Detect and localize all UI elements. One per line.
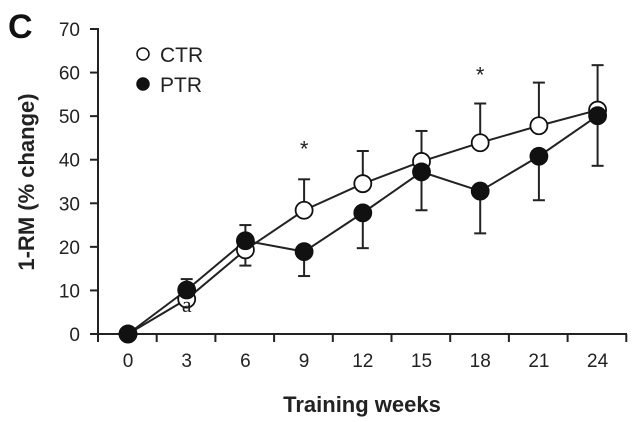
x-tick-label: 3 xyxy=(181,351,192,372)
x-axis-label: Training weeks xyxy=(283,392,441,417)
legend-marker-ptr xyxy=(136,77,150,91)
data-point-ptr xyxy=(118,324,138,344)
data-point-ctr xyxy=(529,116,549,136)
data-point-ptr xyxy=(412,162,431,182)
data-point-ptr xyxy=(529,146,549,166)
x-tick-label: 18 xyxy=(470,351,491,372)
significance-asterisk: * xyxy=(476,63,485,88)
data-point-ptr xyxy=(294,242,314,262)
x-tick-label: 0 xyxy=(123,351,134,372)
y-tick-label: 40 xyxy=(59,151,80,172)
x-tick-label: 21 xyxy=(528,351,549,372)
y-tick-label: 30 xyxy=(59,194,80,215)
legend-label-ctr: CTR xyxy=(160,44,203,67)
data-point-ptr xyxy=(470,181,490,201)
x-tick-label: 24 xyxy=(587,351,609,372)
legend-marker-ctr xyxy=(136,47,150,61)
legend: CTR PTR xyxy=(136,44,203,97)
y-tick-label: 20 xyxy=(59,238,80,259)
data-point-ctr xyxy=(294,200,314,220)
y-tick-label: 0 xyxy=(69,325,80,346)
x-tick-label: 6 xyxy=(240,351,251,372)
y-axis-label: 1-RM (% change) xyxy=(14,93,39,270)
significance-asterisk: * xyxy=(300,137,309,162)
y-tick-label: 10 xyxy=(59,281,80,302)
x-tick-label: 9 xyxy=(299,351,310,372)
data-point-ctr xyxy=(470,133,490,153)
y-tick-label: 70 xyxy=(59,20,80,41)
data-point-ptr xyxy=(588,106,607,126)
x-tick-label: 12 xyxy=(352,351,373,372)
legend-label-ptr: PTR xyxy=(160,74,202,97)
data-point-ptr xyxy=(235,231,255,251)
x-tick-label: 15 xyxy=(411,351,432,372)
data-point-ctr xyxy=(353,174,373,194)
annotation-a: a xyxy=(182,292,192,317)
data-point-ptr xyxy=(353,203,373,223)
panel-label: C xyxy=(8,8,33,46)
y-tick-label: 60 xyxy=(59,64,80,85)
y-tick-label: 50 xyxy=(59,107,80,128)
data-point-ptr xyxy=(177,280,197,300)
